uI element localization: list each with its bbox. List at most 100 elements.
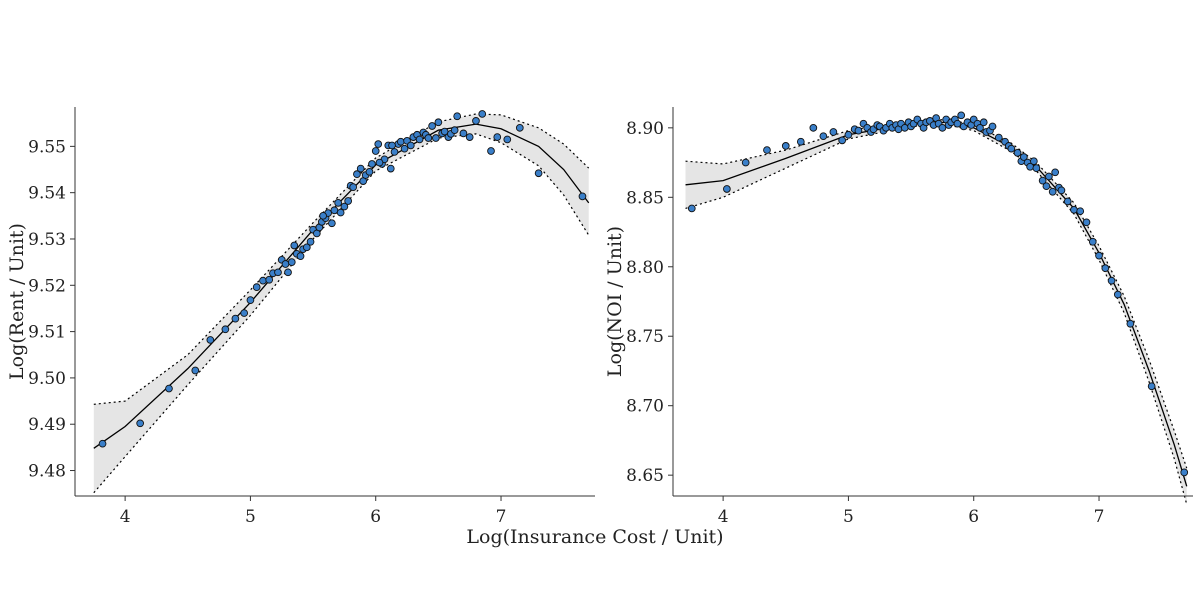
data-point <box>988 122 997 131</box>
data-point <box>1063 197 1072 206</box>
data-point <box>781 142 790 150</box>
x-tick-label: 7 <box>496 507 507 527</box>
data-point <box>1045 172 1053 181</box>
data-point <box>976 123 984 132</box>
data-point <box>206 336 215 344</box>
data-point <box>953 119 962 128</box>
x-tick-label: 4 <box>120 507 131 527</box>
confidence-band <box>685 119 1187 505</box>
x-tick-label: 5 <box>843 507 854 527</box>
data-point <box>374 140 383 148</box>
data-point <box>328 219 336 228</box>
data-point <box>290 241 299 250</box>
band-lower-line <box>685 124 1188 505</box>
confidence-band <box>93 113 589 493</box>
data-point <box>796 137 805 146</box>
data-point <box>1042 182 1051 191</box>
y-tick-label: 9.54 <box>28 184 66 204</box>
data-point <box>287 258 296 266</box>
data-point <box>98 439 107 448</box>
y-tick-label: 8.80 <box>626 258 664 278</box>
data-point <box>390 148 399 156</box>
data-point <box>336 208 345 217</box>
data-point <box>741 158 750 167</box>
data-point <box>854 126 863 135</box>
data-point <box>809 123 818 132</box>
data-point <box>819 132 828 141</box>
data-point <box>450 126 459 135</box>
data-point <box>723 185 731 193</box>
data-point <box>578 192 587 201</box>
data-point <box>386 164 395 173</box>
y-tick-label: 9.48 <box>28 462 66 482</box>
data-point <box>459 129 468 138</box>
y-axis-title: Log(NOI / Unit) <box>604 226 626 377</box>
data-point <box>453 112 462 121</box>
data-point <box>165 384 173 393</box>
data-point <box>465 133 474 141</box>
data-point <box>994 133 1003 142</box>
data-point <box>252 283 261 291</box>
y-tick-label: 9.51 <box>28 323 66 343</box>
band-lower-line <box>93 133 590 494</box>
data-point <box>1057 186 1066 195</box>
panel-rent: 4 5 6 7 9.48 9.49 9.50 9.51 9.52 9.53 9.54 9.55 Log(… <box>6 107 595 527</box>
y-tick-label: 8.90 <box>626 119 664 139</box>
data-point <box>428 122 436 130</box>
y-tick-label: 8.65 <box>626 466 664 486</box>
data-point <box>1019 153 1028 161</box>
data-point <box>1051 168 1060 177</box>
data-point <box>432 134 440 142</box>
data-point <box>763 146 771 154</box>
x-tick-label: 5 <box>245 507 256 527</box>
data-point <box>191 366 200 375</box>
data-point <box>1082 218 1091 227</box>
data-point <box>246 296 255 304</box>
data-point <box>1126 319 1135 328</box>
y-tick-label: 9.52 <box>28 276 66 296</box>
data-point <box>687 204 696 213</box>
data-point <box>1007 144 1016 153</box>
data-point <box>424 134 433 142</box>
data-point <box>396 137 405 146</box>
data-point <box>240 309 249 317</box>
data-point <box>281 260 290 268</box>
data-point <box>349 183 358 191</box>
data-point <box>406 141 415 150</box>
data-point <box>259 276 267 285</box>
y-tick-label: 8.70 <box>626 397 664 417</box>
data-point <box>493 133 502 141</box>
data-point <box>478 110 487 118</box>
data-point <box>1095 251 1103 260</box>
data-point <box>979 118 988 127</box>
data-point <box>388 141 396 150</box>
data-point <box>231 314 240 323</box>
data-point <box>1147 382 1156 391</box>
data-point <box>1113 290 1122 299</box>
data-point <box>400 144 409 153</box>
data-point <box>1038 176 1047 185</box>
data-point <box>472 117 480 125</box>
data-point <box>353 170 361 178</box>
x-tick-label: 4 <box>718 507 729 527</box>
data-point <box>1088 237 1097 246</box>
data-point <box>1180 468 1189 477</box>
data-point <box>296 252 305 260</box>
y-tick-label: 9.55 <box>28 137 66 157</box>
panel-noi: 4 5 6 7 8.65 8.70 8.75 8.80 8.85 8.90 Log(NOI / Un… <box>604 107 1193 527</box>
data-point <box>1070 205 1078 214</box>
data-point <box>274 268 282 277</box>
data-point <box>1048 187 1057 196</box>
data-point <box>844 130 853 139</box>
data-point <box>344 197 353 205</box>
data-point <box>1030 157 1038 166</box>
data-point <box>1076 207 1085 216</box>
y-tick-label: 9.49 <box>28 415 66 435</box>
band-upper-line <box>93 113 590 405</box>
data-point <box>302 243 311 252</box>
data-point <box>503 135 512 144</box>
data-point <box>375 158 384 167</box>
data-point <box>434 118 443 127</box>
data-point <box>1032 164 1041 172</box>
